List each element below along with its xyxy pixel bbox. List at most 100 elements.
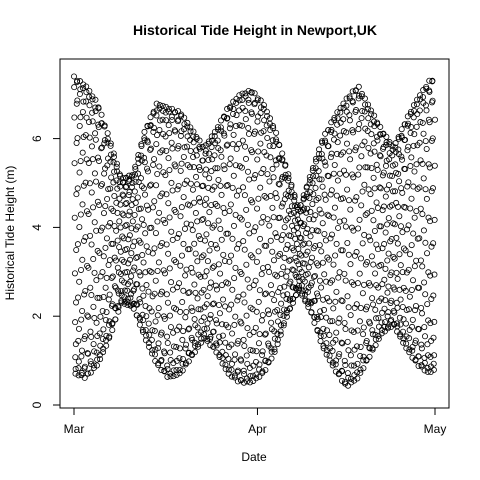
tide-point	[304, 248, 311, 255]
tide-point	[168, 113, 175, 120]
tide-point	[300, 223, 307, 230]
tide-point	[111, 254, 118, 261]
tide-point	[208, 133, 215, 140]
tide-point	[186, 164, 193, 171]
tide-point	[364, 210, 371, 217]
tide-point	[243, 206, 250, 213]
tide-point	[181, 180, 188, 187]
tide-point	[266, 222, 273, 229]
tide-point	[348, 362, 355, 369]
tide-point	[263, 194, 270, 201]
tide-point	[381, 276, 388, 283]
tide-point	[245, 96, 252, 103]
tide-point	[344, 293, 351, 300]
tide-point	[105, 296, 112, 303]
tide-point	[382, 229, 389, 236]
tide-point	[283, 309, 290, 316]
tide-point	[271, 346, 278, 353]
tide-point	[265, 340, 272, 347]
tide-point	[79, 108, 86, 115]
tide-point	[246, 284, 253, 291]
tide-point	[299, 241, 306, 248]
tide-point	[431, 271, 438, 278]
tide-point	[191, 316, 198, 323]
tide-point	[255, 248, 262, 255]
tide-point	[332, 361, 339, 368]
tide-point	[343, 95, 350, 102]
tide-point	[142, 230, 149, 237]
tide-point	[231, 356, 238, 363]
tide-point	[318, 284, 325, 291]
tide-point	[292, 235, 299, 242]
tide-point	[76, 169, 83, 176]
tide-point	[272, 136, 279, 143]
tide-point	[74, 97, 81, 104]
tide-point	[120, 212, 127, 219]
tide-point	[311, 314, 318, 321]
tide-point	[137, 205, 144, 212]
tide-point	[116, 218, 123, 225]
tide-point	[175, 142, 182, 149]
tide-point	[370, 217, 377, 224]
tide-point	[234, 297, 241, 304]
tide-point	[121, 300, 128, 307]
tide-point	[414, 96, 421, 103]
tide-point	[328, 231, 335, 238]
tide-point	[351, 304, 358, 311]
tide-point	[271, 297, 278, 304]
tide-point	[335, 353, 342, 360]
tide-point	[216, 339, 223, 346]
tide-point	[398, 153, 405, 160]
tide-point	[385, 283, 392, 290]
tide-point	[293, 258, 300, 265]
tide-point	[152, 230, 159, 237]
tide-point	[183, 143, 190, 150]
tide-point	[81, 374, 88, 381]
tide-point	[131, 264, 138, 271]
tide-point	[395, 170, 402, 177]
tide-point	[213, 320, 220, 327]
tide-point	[198, 339, 205, 346]
tide-point	[225, 366, 232, 373]
tide-point	[341, 357, 348, 364]
tide-point	[312, 184, 319, 191]
tide-point	[301, 278, 308, 285]
tide-point	[133, 254, 140, 261]
tide-point	[204, 320, 211, 327]
tide-point	[95, 157, 102, 164]
tide-point	[357, 369, 364, 376]
tide-point	[238, 357, 245, 364]
tide-point	[306, 195, 313, 202]
tide-point	[98, 182, 105, 189]
tide-point	[219, 321, 226, 328]
tide-point	[386, 172, 393, 179]
tide-point	[306, 216, 313, 223]
tide-point	[87, 284, 94, 291]
tide-point	[384, 289, 391, 296]
tide-point	[109, 327, 116, 334]
tide-point	[303, 229, 310, 236]
tide-point	[296, 265, 303, 272]
tide-point	[173, 371, 180, 378]
tide-point	[358, 255, 365, 262]
tide-point	[276, 181, 283, 188]
tide-point	[349, 99, 356, 106]
tide-point	[344, 186, 351, 193]
tide-point	[226, 125, 233, 132]
tide-point	[380, 169, 387, 176]
tide-point	[371, 112, 378, 119]
tide-point	[129, 172, 136, 179]
tide-point	[372, 270, 379, 277]
tide-point	[151, 156, 158, 163]
tide-point	[74, 185, 81, 192]
tide-point	[71, 114, 78, 121]
tide-point	[163, 147, 170, 154]
tide-point	[311, 273, 318, 280]
tide-point	[168, 228, 175, 235]
tide-point	[377, 123, 384, 130]
tide-point	[255, 148, 262, 155]
tide-point	[90, 204, 97, 211]
tide-point	[120, 179, 127, 186]
tide-point	[175, 230, 182, 237]
tide-point	[127, 256, 134, 263]
